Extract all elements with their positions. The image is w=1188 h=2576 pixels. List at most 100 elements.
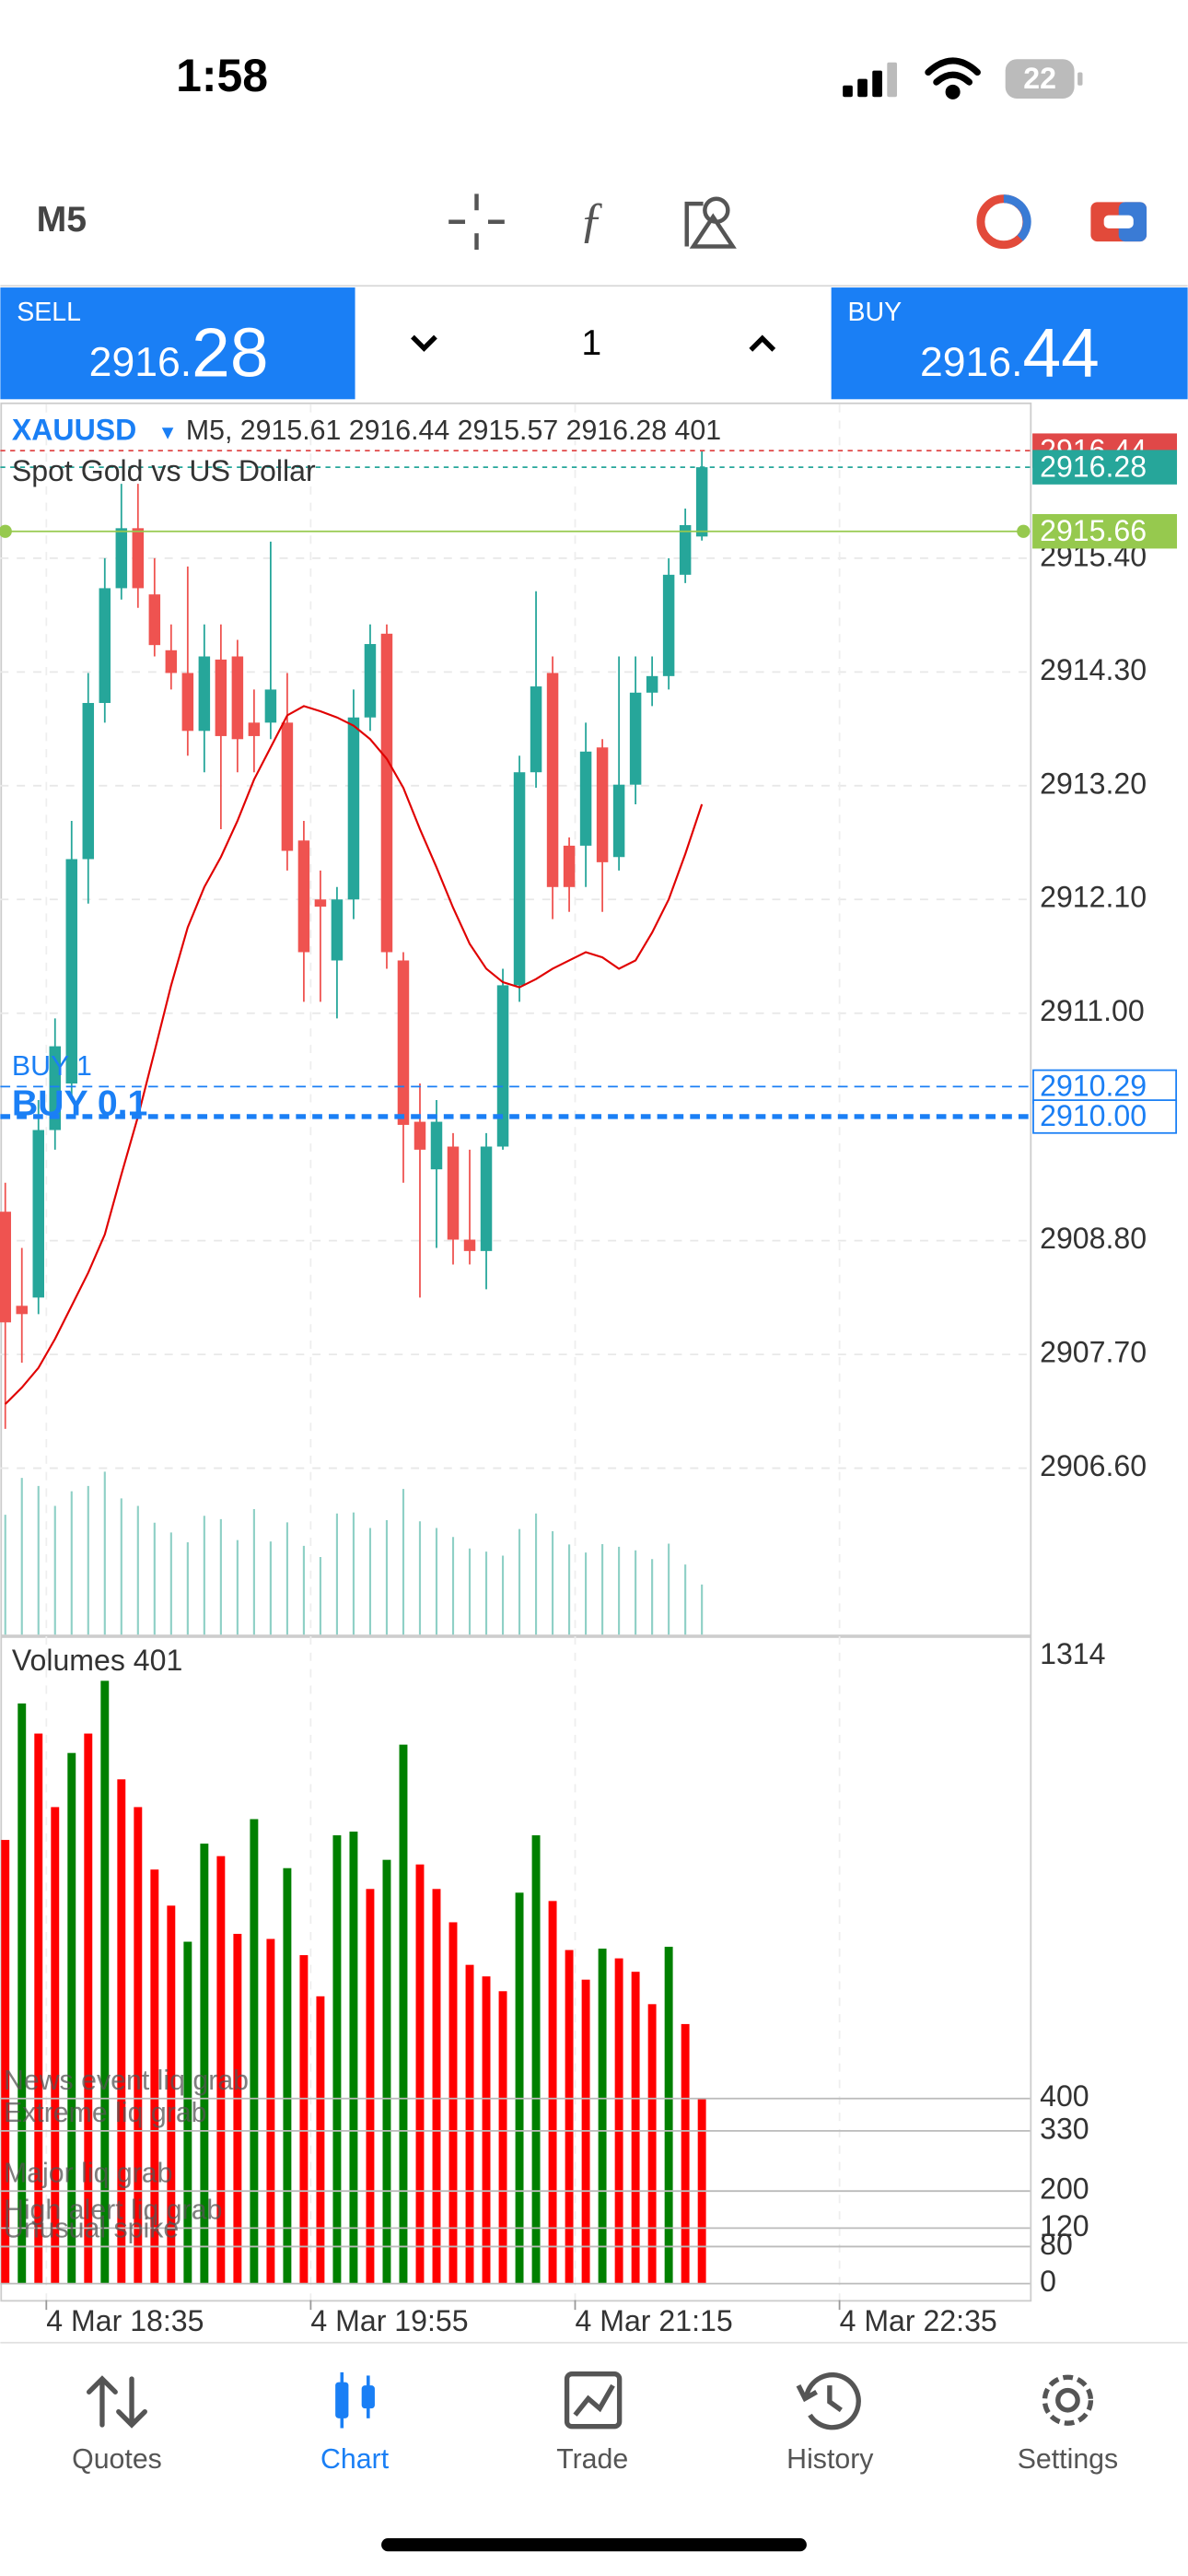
candle-body <box>248 722 261 736</box>
chart-icon <box>335 2371 375 2429</box>
volume-bar <box>482 1976 491 2284</box>
volume-bar <box>200 1844 209 2284</box>
buy-price: 2916.44 <box>920 314 1100 392</box>
battery-tip <box>1077 72 1083 86</box>
y-tick-label: 2907.70 <box>1040 1336 1147 1369</box>
price-label: 2910.29 <box>1040 1070 1147 1103</box>
y-tick-label: 400 <box>1040 2079 1089 2113</box>
candle-body <box>646 675 658 693</box>
candle-body <box>397 960 410 1125</box>
candle-body <box>49 1046 62 1130</box>
volume-title: Volumes 401 <box>12 1644 182 1677</box>
volume-bar <box>299 1955 309 2284</box>
volume-down[interactable] <box>411 334 437 352</box>
home-indicator <box>381 2537 807 2552</box>
candle-body <box>679 524 692 575</box>
y-tick-label: 2906.60 <box>1040 1449 1147 1482</box>
candle-body <box>32 1130 44 1298</box>
candle-body <box>65 859 78 1084</box>
y-tick-label: 2914.30 <box>1040 653 1147 686</box>
volume-bar <box>67 1752 76 2284</box>
candle-body <box>347 717 360 900</box>
candle-body <box>297 840 310 953</box>
nav-item[interactable]: History <box>786 2444 874 2475</box>
history-icon <box>796 2372 861 2430</box>
nav-item[interactable]: Chart <box>320 2444 390 2475</box>
sell-button[interactable] <box>0 287 355 400</box>
candle-body <box>380 633 393 953</box>
nav-item[interactable]: Settings <box>1018 2444 1118 2475</box>
candle-body <box>165 650 178 673</box>
nav-item[interactable]: Quotes <box>72 2444 162 2475</box>
clock: 1:58 <box>176 50 268 101</box>
wifi-icon <box>925 57 981 100</box>
volume-bar <box>681 2023 690 2284</box>
order-label: BUY 0.1 <box>12 1083 148 1123</box>
chart-layer: 2915.402914.302913.202912.102911.002908.… <box>0 404 1178 2337</box>
lot-size[interactable]: 1 <box>581 322 601 363</box>
volume-bar <box>565 1950 574 2284</box>
candle-body <box>231 656 244 740</box>
price-label: 2910.00 <box>1040 1099 1147 1132</box>
candle-body <box>430 1121 443 1170</box>
candle-body <box>0 1212 11 1323</box>
one-click-button[interactable] <box>976 194 1031 250</box>
buy-price-prefix: 2916. <box>920 340 1023 385</box>
candle-body <box>662 574 675 676</box>
sell-price: 2916.28 <box>89 314 269 392</box>
candle-body <box>546 673 559 887</box>
line-handle[interactable] <box>1017 524 1031 538</box>
y-tick-label: 0 <box>1040 2265 1056 2298</box>
nav-bar: Quotes Chart Trade History Settings <box>72 2444 1118 2475</box>
y-tick-label: 1314 <box>1040 1637 1105 1670</box>
volume-bar <box>631 1972 640 2284</box>
candle-body <box>99 588 111 704</box>
volume-bar <box>183 1941 192 2284</box>
candle-body <box>16 1306 28 1315</box>
volume-bar <box>647 2004 657 2284</box>
candle-body <box>480 1146 493 1251</box>
volume-bar <box>84 1733 93 2284</box>
indicators-button[interactable]: ƒ <box>579 193 604 248</box>
crosshair-button[interactable] <box>448 193 505 251</box>
price-label-box <box>1032 1099 1178 1134</box>
buy-button[interactable] <box>831 287 1188 400</box>
volume-bar <box>266 1938 275 2284</box>
x-tick-label: 4 Mar 22:35 <box>840 2304 997 2337</box>
volume-up[interactable] <box>749 334 776 352</box>
trade-icon <box>564 2371 623 2430</box>
candle-body <box>181 673 194 732</box>
timeframe[interactable]: M5 <box>37 199 87 240</box>
sell-price-prefix: 2916. <box>89 340 192 385</box>
volume-bar <box>498 1991 507 2284</box>
chart-subtitle: Spot Gold vs US Dollar <box>12 454 316 487</box>
candle-body <box>496 985 509 1147</box>
symbol[interactable]: XAUUSD <box>12 413 136 446</box>
candle-body <box>563 845 576 887</box>
volume-bar <box>316 1996 325 2284</box>
line-handle[interactable] <box>0 524 12 538</box>
price-label-box <box>1032 513 1178 549</box>
candle-body <box>579 751 592 846</box>
candle-body <box>629 692 642 785</box>
candle-body <box>115 528 128 589</box>
volume-bar <box>51 1807 60 2284</box>
settings-icon <box>1042 2374 1094 2426</box>
volume-bar <box>117 1779 126 2284</box>
level-label: Major liq grab <box>4 2158 173 2188</box>
candle-body <box>413 1121 426 1150</box>
candle-body <box>513 772 526 986</box>
volume-bar <box>250 1819 259 2284</box>
trade-toggle-button[interactable] <box>1090 202 1147 242</box>
buy-price-big: 44 <box>1022 314 1099 392</box>
volume-bar <box>399 1744 408 2284</box>
level-label: Extreme liq grab <box>4 2098 207 2128</box>
nav-item[interactable]: Trade <box>556 2444 628 2475</box>
objects-button[interactable] <box>684 196 737 249</box>
volume-bar <box>1 1840 10 2284</box>
price-label-box <box>1032 1069 1178 1105</box>
x-tick-label: 4 Mar 21:15 <box>575 2304 732 2337</box>
volume-bar <box>150 1869 159 2284</box>
